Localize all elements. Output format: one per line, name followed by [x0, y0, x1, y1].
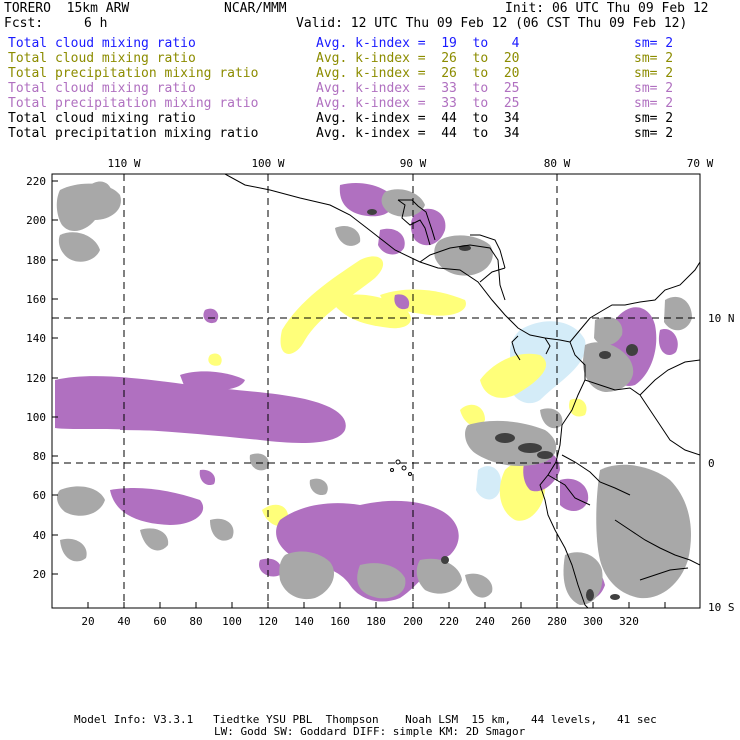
- y-tick-label: 160: [26, 293, 46, 306]
- legend-sm: sm= 2: [634, 111, 674, 126]
- legend-sm: sm= 2: [634, 36, 674, 51]
- x-tick-label: 80: [189, 615, 202, 628]
- fcst-value: 6 h: [84, 16, 108, 31]
- lon-label: 70 W: [687, 157, 714, 170]
- lon-labels: 110 W 100 W 90 W 80 W 70 W: [107, 157, 713, 170]
- legend-index: Avg. k-index = 26 to 20: [316, 66, 520, 81]
- gray-field: [56, 181, 692, 605]
- lat-label: 10 N: [708, 312, 735, 325]
- x-tick-label: 240: [475, 615, 495, 628]
- lon-label: 110 W: [107, 157, 140, 170]
- org-label: NCAR/MMM: [224, 1, 287, 16]
- y-tick-label: 40: [33, 529, 46, 542]
- legend-sm: sm= 2: [634, 81, 674, 96]
- y-tick-label: 140: [26, 332, 46, 345]
- legend-field: Total cloud mixing ratio: [8, 81, 196, 96]
- legend-index: Avg. k-index = 26 to 20: [316, 51, 520, 66]
- lon-label: 100 W: [251, 157, 284, 170]
- y-tick-label: 120: [26, 372, 46, 385]
- y-tick-label: 220: [26, 175, 46, 188]
- model-info-line2: LW: Godd SW: Goddard DIFF: simple KM: 2D…: [214, 725, 526, 738]
- dark-cores: [367, 209, 638, 601]
- legend-sm: sm= 2: [634, 51, 674, 66]
- legend-sm: sm= 2: [634, 96, 674, 111]
- x-tick-label: 260: [511, 615, 531, 628]
- x-tick-label: 60: [153, 615, 166, 628]
- x-tick-label: 200: [403, 615, 423, 628]
- init-time: Init: 06 UTC Thu 09 Feb 12: [505, 1, 709, 16]
- legend-index: Avg. k-index = 33 to 25: [316, 96, 520, 111]
- y-tick-label: 180: [26, 254, 46, 267]
- y-tick-label: 80: [33, 450, 46, 463]
- coastlines: [224, 174, 700, 608]
- x-tick-label: 300: [583, 615, 603, 628]
- legend-field: Total cloud mixing ratio: [8, 51, 196, 66]
- x-tick-label: 220: [439, 615, 459, 628]
- lat-label: 10 S: [708, 601, 735, 614]
- lon-label: 80 W: [544, 157, 571, 170]
- y-tick-label: 20: [33, 568, 46, 581]
- legend-field: Total precipitation mixing ratio: [8, 126, 259, 141]
- x-tick-label: 100: [222, 615, 242, 628]
- legend-index: Avg. k-index = 44 to 34: [316, 111, 520, 126]
- x-tick-label: 320: [619, 615, 639, 628]
- legend-field: Total cloud mixing ratio: [8, 111, 196, 126]
- model-info-line1: Model Info: V3.3.1 Tiedtke YSU PBL Thomp…: [74, 713, 657, 726]
- model-name: TORERO 15km ARW: [4, 1, 130, 16]
- x-tick-label: 160: [330, 615, 350, 628]
- latlon-grid: [52, 174, 700, 608]
- lat-labels: 10 N 0 10 S: [708, 312, 735, 614]
- legend-field: Total precipitation mixing ratio: [8, 66, 259, 81]
- valid-time: Valid: 12 UTC Thu 09 Feb 12 (06 CST Thu …: [296, 16, 688, 31]
- x-tick-labels: 20 40 60 80 100 120 140 160 180 200 220 …: [81, 615, 639, 628]
- x-tick-label: 20: [81, 615, 94, 628]
- x-tick-label: 120: [258, 615, 278, 628]
- x-tick-label: 280: [547, 615, 567, 628]
- x-tick-label: 40: [117, 615, 130, 628]
- lon-label: 90 W: [400, 157, 427, 170]
- y-tick-label: 100: [26, 411, 46, 424]
- y-tick-label: 200: [26, 214, 46, 227]
- fcst-label: Fcst:: [4, 16, 44, 31]
- legend-index: Avg. k-index = 19 to 4: [316, 36, 520, 51]
- legend-sm: sm= 2: [634, 66, 674, 81]
- y-tick-label: 60: [33, 489, 46, 502]
- y-tick-labels: 220 200 180 160 140 120 100 80 60 40 20: [26, 175, 46, 581]
- legend-sm: sm= 2: [634, 126, 674, 141]
- legend-field: Total cloud mixing ratio: [8, 36, 196, 51]
- x-tick-label: 140: [294, 615, 314, 628]
- lat-label: 0: [708, 457, 715, 470]
- x-axis-ticks: [87, 602, 666, 608]
- legend-field: Total precipitation mixing ratio: [8, 96, 259, 111]
- x-tick-label: 180: [366, 615, 386, 628]
- y-axis-ticks: [52, 180, 58, 575]
- legend-index: Avg. k-index = 33 to 25: [316, 81, 520, 96]
- legend-index: Avg. k-index = 44 to 34: [316, 126, 520, 141]
